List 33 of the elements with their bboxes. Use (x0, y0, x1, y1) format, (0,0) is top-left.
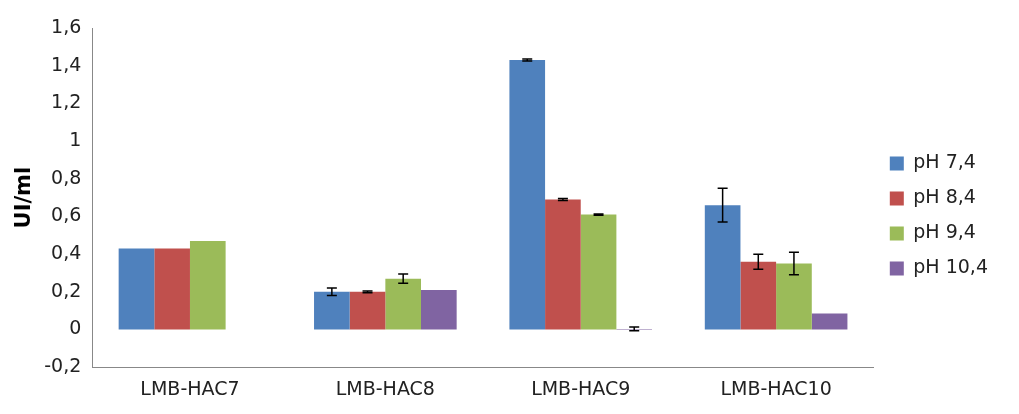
bar (421, 289, 457, 330)
bar (740, 261, 777, 330)
x-tick-label: LMB-HAC10 (720, 376, 832, 399)
y-tick-label: 1 (69, 128, 82, 150)
x-tick-label: LMB-HAC9 (531, 376, 631, 399)
legend-label: pH 9,4 (913, 220, 976, 243)
bar (314, 291, 350, 330)
x-tick-label: LMB-HAC7 (140, 376, 240, 399)
y-tick-label: -0,2 (44, 354, 82, 377)
bar (580, 214, 617, 330)
bar (385, 278, 422, 330)
bar (189, 240, 226, 330)
bar (118, 248, 155, 330)
x-tick-label: LMB-HAC8 (335, 376, 435, 399)
y-tick-label: 0,8 (51, 165, 82, 188)
bar (154, 248, 190, 330)
legend-label: pH 10,4 (913, 255, 989, 278)
y-tick-label: 1,2 (51, 90, 82, 113)
bar (776, 263, 812, 330)
y-axis-title: UI/ml (11, 166, 36, 229)
bar (509, 60, 546, 330)
y-tick-label: 0,2 (51, 278, 82, 301)
bar (704, 205, 741, 330)
bar (545, 199, 581, 330)
y-tick-label: 0,6 (51, 203, 82, 226)
y-tick-label: 0,4 (51, 241, 82, 264)
bar (349, 291, 386, 330)
bar (811, 313, 848, 330)
y-tick-label: 1,6 (51, 14, 82, 37)
y-tick-label: 1,4 (51, 52, 82, 75)
legend-label: pH 7,4 (913, 150, 976, 173)
legend-label: pH 8,4 (913, 185, 976, 208)
y-tick-label: 0 (69, 316, 82, 339)
